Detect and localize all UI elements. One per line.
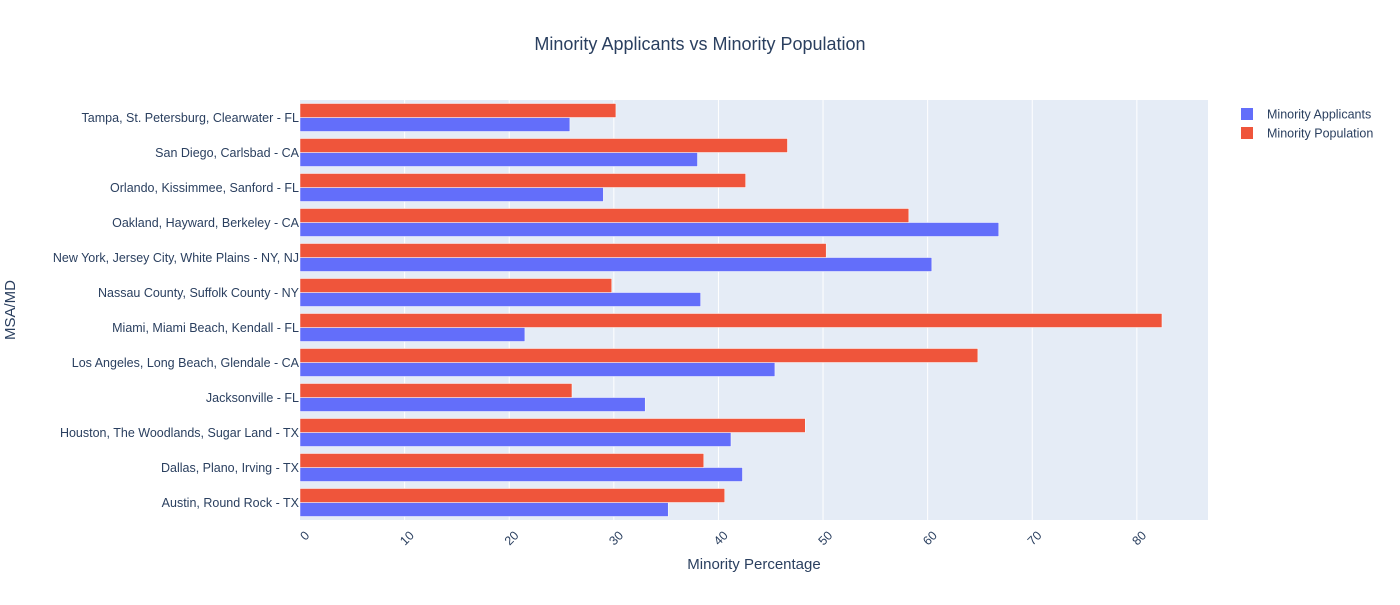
x-tick-label: 20 xyxy=(502,528,522,548)
y-tick-label: San Diego, Carlsbad - CA xyxy=(155,146,299,160)
x-tick-label: 10 xyxy=(397,528,417,548)
legend-label[interactable]: Minority Applicants xyxy=(1267,107,1371,121)
bar-minority-applicants xyxy=(299,292,701,307)
bar-minority-applicants xyxy=(299,257,933,272)
chart-title: Minority Applicants vs Minority Populati… xyxy=(534,34,865,54)
y-tick-label: Dallas, Plano, Irving - TX xyxy=(161,461,300,475)
y-tick-label: New York, Jersey City, White Plains - NY… xyxy=(53,251,299,265)
x-tick-label: 50 xyxy=(816,528,836,548)
legend-label[interactable]: Minority Population xyxy=(1267,126,1373,140)
gridlines xyxy=(404,100,1138,520)
bar-minority-applicants xyxy=(299,187,604,202)
bar-minority-population xyxy=(299,383,573,398)
x-tick-label: 30 xyxy=(606,528,626,548)
x-tick-label: 70 xyxy=(1025,528,1045,548)
bar-minority-applicants xyxy=(299,222,1000,237)
y-tick-label: Miami, Miami Beach, Kendall - FL xyxy=(112,321,299,335)
y-tick-label: Jacksonville - FL xyxy=(206,391,299,405)
x-tick-label: 80 xyxy=(1129,528,1149,548)
x-tick-label: 0 xyxy=(297,528,312,543)
bar-minority-population xyxy=(299,138,788,153)
y-tick-label: Nassau County, Suffolk County - NY xyxy=(98,286,300,300)
bars xyxy=(299,103,1163,517)
legend: Minority Applicants Minority Population xyxy=(1241,107,1373,140)
bar-minority-population xyxy=(299,313,1163,328)
bar-minority-applicants xyxy=(299,432,732,447)
bar-minority-applicants xyxy=(299,117,571,132)
legend-swatch[interactable] xyxy=(1241,127,1253,139)
y-tick-label: Orlando, Kissimmee, Sanford - FL xyxy=(110,181,299,195)
bar-minority-applicants xyxy=(299,362,776,377)
x-tick-label: 40 xyxy=(711,528,731,548)
x-tick-label: 60 xyxy=(920,528,940,548)
bar-minority-applicants xyxy=(299,502,669,517)
bar-minority-population xyxy=(299,418,806,433)
plot-area xyxy=(300,100,1208,520)
x-axis-ticks: 0 10 20 30 40 50 60 70 80 xyxy=(297,528,1149,548)
bar-minority-population xyxy=(299,243,827,258)
bar-minority-applicants xyxy=(299,397,646,412)
bar-minority-population xyxy=(299,278,612,293)
y-axis-title: MSA/MD xyxy=(2,280,19,340)
y-tick-label: Los Angeles, Long Beach, Glendale - CA xyxy=(72,356,300,370)
y-tick-label: Austin, Round Rock - TX xyxy=(162,496,300,510)
bar-minority-applicants xyxy=(299,152,698,167)
y-tick-label: Oakland, Hayward, Berkeley - CA xyxy=(112,216,300,230)
bar-minority-population xyxy=(299,488,725,503)
bar-minority-population xyxy=(299,348,979,363)
bar-minority-population xyxy=(299,173,746,188)
bar-minority-population xyxy=(299,103,617,118)
y-tick-label: Tampa, St. Petersburg, Clearwater - FL xyxy=(82,111,299,125)
y-tick-label: Houston, The Woodlands, Sugar Land - TX xyxy=(60,426,300,440)
bar-minority-population xyxy=(299,453,705,468)
bar-minority-applicants xyxy=(299,467,743,482)
bar-minority-population xyxy=(299,208,910,223)
y-axis-ticks: Austin, Round Rock - TX Dallas, Plano, Ir… xyxy=(53,111,300,510)
x-axis-title: Minority Percentage xyxy=(687,556,820,573)
legend-swatch[interactable] xyxy=(1241,108,1253,120)
bar-minority-applicants xyxy=(299,327,526,342)
